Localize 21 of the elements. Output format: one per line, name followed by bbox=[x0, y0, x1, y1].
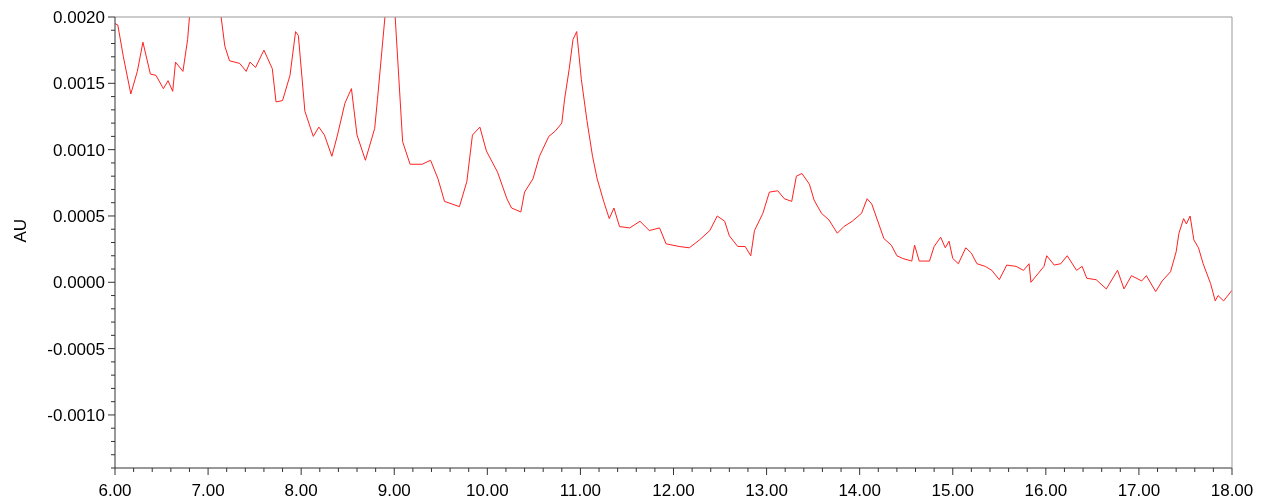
y-axis-title: AU bbox=[11, 218, 31, 243]
x-tick-label: 18.00 bbox=[1210, 481, 1254, 500]
x-tick-label: 12.00 bbox=[652, 481, 695, 500]
y-tick-label: 0.0010 bbox=[53, 140, 105, 160]
x-tick-label: 7.00 bbox=[191, 481, 225, 500]
x-tick-label: 17.00 bbox=[1117, 481, 1161, 500]
x-tick-label: 10.00 bbox=[466, 481, 509, 500]
x-tick-label: 9.00 bbox=[377, 481, 411, 500]
y-tick-label: 0.0020 bbox=[53, 8, 105, 27]
x-tick-label: 13.00 bbox=[745, 481, 788, 500]
x-tick-label: 6.00 bbox=[98, 481, 132, 500]
y-tick-label: 0.0015 bbox=[53, 74, 105, 94]
x-tick-label: 11.00 bbox=[559, 481, 602, 500]
y-tick-label: -0.0010 bbox=[47, 405, 105, 425]
y-tick-label: 0.0005 bbox=[53, 206, 105, 226]
x-tick-label: 8.00 bbox=[284, 481, 318, 500]
y-tick-label: 0.0000 bbox=[53, 273, 105, 293]
y-tick-label: -0.0005 bbox=[47, 339, 105, 359]
x-tick-label: 14.00 bbox=[838, 481, 881, 500]
x-tick-label: 15.00 bbox=[931, 481, 975, 500]
x-tick-label: 16.00 bbox=[1024, 481, 1068, 500]
